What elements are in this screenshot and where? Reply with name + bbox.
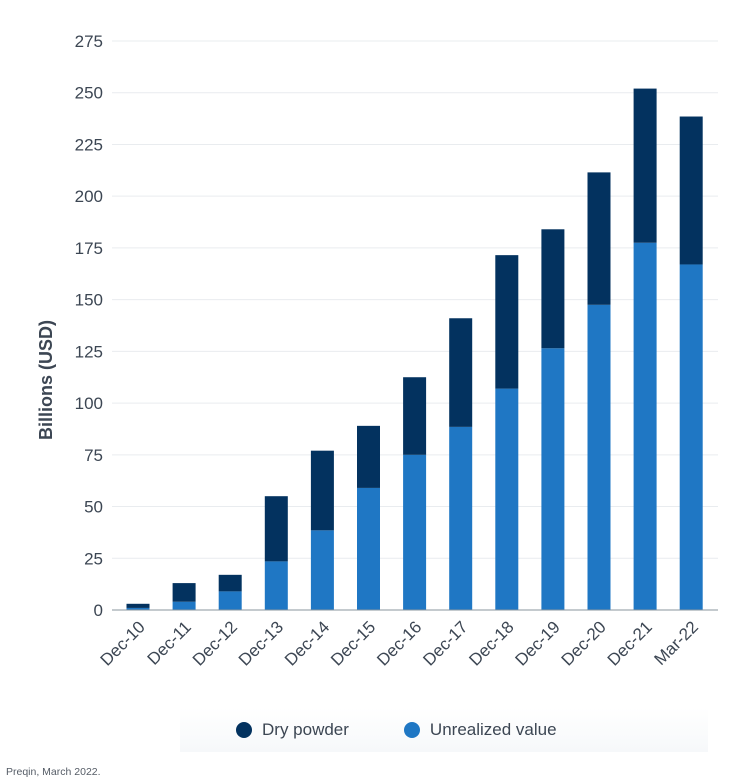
bar-unrealized-value <box>679 264 703 610</box>
x-tick-label: Dec-15 <box>327 617 379 669</box>
bar-dry-powder <box>541 229 565 349</box>
bar-unrealized-value <box>264 561 288 610</box>
bar-dry-powder <box>264 496 288 562</box>
bar-unrealized-value <box>403 454 427 610</box>
bar-unrealized-value <box>449 426 473 610</box>
y-tick-label: 200 <box>75 187 103 206</box>
legend-item-dry-powder: Dry powder <box>236 720 349 740</box>
bar-dry-powder <box>495 255 519 389</box>
y-tick-label: 0 <box>94 601 103 620</box>
bar-unrealized-value <box>633 242 657 610</box>
bar-dry-powder <box>126 603 150 608</box>
bar-dry-powder <box>633 88 657 243</box>
legend-label-unrealized-value: Unrealized value <box>429 720 557 739</box>
y-tick-label: 50 <box>84 498 103 517</box>
y-tick-label: 175 <box>75 239 103 258</box>
stacked-bar-chart: 0 25 50 75 100 125 150 175 200 225 250 275 Billions… <box>36 32 718 670</box>
x-tick-label: Mar-22 <box>651 617 703 669</box>
bar-unrealized-value <box>126 607 150 610</box>
y-tick-label: 25 <box>84 549 103 568</box>
legend-swatch-unrealized-value <box>403 722 420 738</box>
legend-item-unrealized-value: Unrealized value <box>403 720 557 740</box>
x-tick-label: Dec-17 <box>419 617 471 669</box>
bar-dry-powder <box>587 172 611 305</box>
x-tick-label: Dec-13 <box>235 617 287 669</box>
bar-unrealized-value <box>357 487 380 610</box>
bar-dry-powder <box>449 318 473 427</box>
legend-label-dry-powder: Dry powder <box>262 720 349 739</box>
y-tick-label: 250 <box>75 84 103 103</box>
x-axis-ticks: Dec-10Dec-11Dec-12Dec-13Dec-14Dec-15Dec-… <box>97 617 702 669</box>
bar-dry-powder <box>679 116 703 265</box>
bar-unrealized-value <box>495 388 519 610</box>
x-tick-label: Dec-16 <box>373 617 425 669</box>
bar-dry-powder <box>172 583 196 602</box>
y-tick-label: 275 <box>75 32 103 51</box>
bars <box>126 88 703 610</box>
y-axis-ticks: 0 25 50 75 100 125 150 175 200 225 250 275 <box>75 32 103 620</box>
bar-dry-powder <box>218 574 242 592</box>
gridlines <box>112 40 718 559</box>
bar-unrealized-value <box>541 348 565 610</box>
legend-swatch-dry-powder <box>236 722 252 738</box>
bar-dry-powder <box>310 450 334 531</box>
x-tick-label: Dec-10 <box>97 617 149 669</box>
bar-dry-powder <box>403 377 427 455</box>
bar-dry-powder <box>357 425 380 488</box>
x-tick-label: Dec-12 <box>189 617 241 669</box>
bar-unrealized-value <box>310 530 334 610</box>
bar-unrealized-value <box>218 591 242 610</box>
y-tick-label: 225 <box>75 135 103 154</box>
x-tick-label: Dec-21 <box>604 617 656 669</box>
source-note: Preqin, March 2022. <box>6 766 101 778</box>
x-tick-label: Dec-14 <box>281 617 333 669</box>
y-axis-label: Billions (USD) <box>36 320 56 440</box>
y-tick-label: 75 <box>84 446 103 465</box>
x-tick-label: Dec-20 <box>558 617 610 669</box>
bar-unrealized-value <box>587 304 611 610</box>
legend: Dry powder Unrealized value <box>180 708 708 752</box>
bar-unrealized-value <box>172 601 196 610</box>
x-tick-label: Dec-19 <box>512 617 564 669</box>
y-tick-label: 125 <box>75 342 103 361</box>
y-tick-label: 100 <box>75 394 103 413</box>
x-tick-label: Dec-11 <box>144 617 195 668</box>
y-tick-label: 150 <box>75 291 103 310</box>
x-tick-label: Dec-18 <box>465 617 517 669</box>
